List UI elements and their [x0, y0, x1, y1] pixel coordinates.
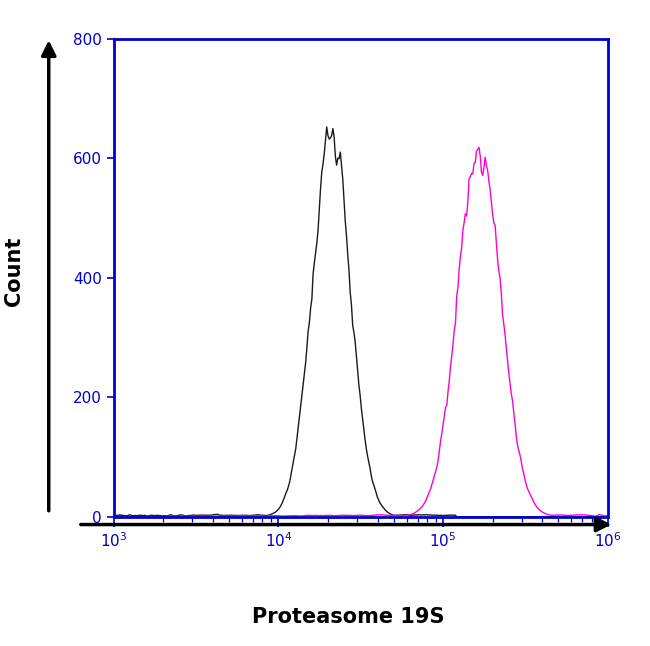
Text: Proteasome 19S: Proteasome 19S	[252, 607, 444, 627]
Text: Count: Count	[5, 236, 24, 306]
